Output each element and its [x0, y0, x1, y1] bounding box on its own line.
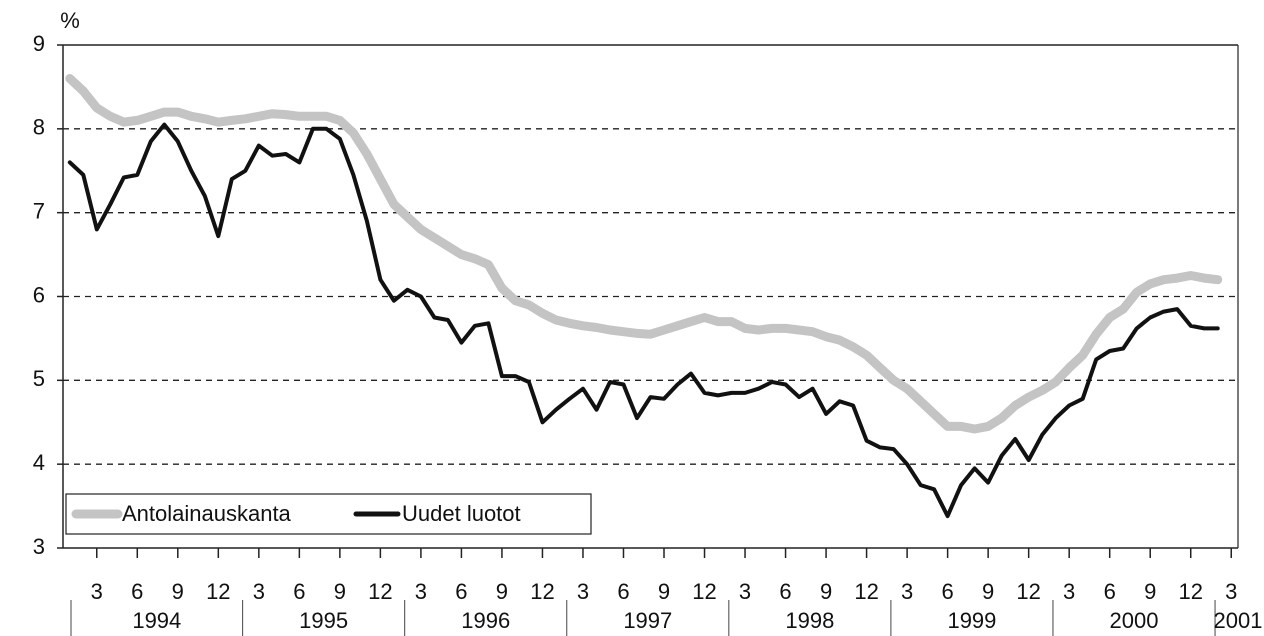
x-tick-label: 3 [1063, 579, 1075, 604]
series-line [67, 122, 1220, 519]
x-tick-label: 6 [779, 579, 791, 604]
x-tick-label: 3 [1225, 579, 1237, 604]
y-tick-label: 6 [33, 282, 45, 307]
x-tick-label: 3 [91, 579, 103, 604]
x-tick-label: 12 [206, 579, 230, 604]
x-tick-label: 3 [415, 579, 427, 604]
y-tick-label: 7 [33, 198, 45, 223]
x-tick-label: 6 [455, 579, 467, 604]
legend-label: Uudet luotot [402, 501, 521, 526]
x-tick-label: 9 [982, 579, 994, 604]
year-label: 1999 [947, 608, 996, 633]
x-tick-label: 6 [617, 579, 629, 604]
year-label: 1994 [132, 608, 181, 633]
x-tick-label: 9 [334, 579, 346, 604]
x-tick-label: 9 [820, 579, 832, 604]
y-tick-label: 8 [33, 115, 45, 140]
x-tick-label: 3 [739, 579, 751, 604]
y-tick-label: 5 [33, 366, 45, 391]
x-tick-label: 6 [293, 579, 305, 604]
x-tick-label: 12 [530, 579, 554, 604]
year-label: 2001 [1214, 608, 1263, 633]
y-tick-label: 4 [33, 450, 45, 475]
year-label: 1996 [461, 608, 510, 633]
x-tick-label: 3 [901, 579, 913, 604]
x-tick-label: 12 [368, 579, 392, 604]
x-tick-label: 9 [496, 579, 508, 604]
x-tick-label: 6 [131, 579, 143, 604]
x-tick-label: 3 [577, 579, 589, 604]
year-label: 1998 [785, 608, 834, 633]
x-tick-label: 6 [1104, 579, 1116, 604]
x-tick-label: 12 [1016, 579, 1040, 604]
year-label: 1997 [623, 608, 672, 633]
x-tick-label: 6 [942, 579, 954, 604]
y-tick-label: 3 [33, 534, 45, 559]
legend-label: Antolainauskanta [122, 501, 292, 526]
x-tick-label: 9 [1144, 579, 1156, 604]
x-tick-label: 9 [172, 579, 184, 604]
y-tick-label: 9 [33, 31, 45, 56]
year-label: 1995 [299, 608, 348, 633]
x-tick-label: 9 [658, 579, 670, 604]
x-tick-label: 12 [854, 579, 878, 604]
legend-box [65, 493, 592, 535]
x-tick-label: 12 [692, 579, 716, 604]
series-line [65, 74, 1223, 434]
x-tick-label: 3 [253, 579, 265, 604]
y-axis-label: % [60, 8, 80, 33]
year-label: 2000 [1110, 608, 1159, 633]
x-tick-label: 12 [1178, 579, 1202, 604]
